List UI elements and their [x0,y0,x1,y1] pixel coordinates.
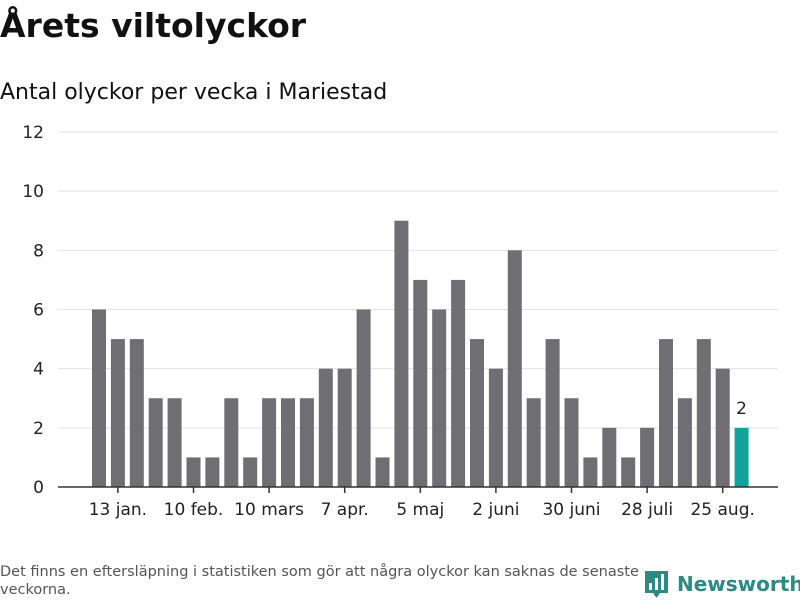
bar [715,368,730,487]
bar [696,339,711,487]
bar [337,368,352,487]
bar [602,427,617,487]
chart-title: Årets viltolyckor [0,6,307,45]
bar [488,368,503,487]
data-labels: 2 [736,399,747,419]
x-tick-label: 25 aug. [690,500,754,520]
bar [677,398,692,487]
x-tick-label: 28 juli [621,500,673,520]
bar [262,398,277,487]
bar [129,339,144,487]
y-tick-label: 6 [33,301,44,321]
bars [92,220,749,487]
bar [375,457,390,487]
newsworthy-logo-icon [645,570,668,598]
bar-highlighted [734,427,749,487]
x-tick-label: 7 apr. [321,500,369,520]
bar [640,427,655,487]
bar [243,457,258,487]
bar [224,398,239,487]
bar [356,309,371,487]
bar [148,398,163,487]
bar [564,398,579,487]
bar [92,309,106,487]
bar [621,457,636,487]
bar [659,339,673,487]
bar [507,250,522,487]
bar [394,220,409,487]
x-tick-label: 13 jan. [89,500,147,520]
bar [110,339,125,487]
data-label: 2 [736,399,747,419]
x-axis: 13 jan. 10 feb. 10 mars 7 apr. 5 maj 2 juni 30… [58,486,778,520]
y-tick-label: 0 [33,478,44,498]
bar [470,339,484,487]
bar [545,339,560,487]
bar [299,398,314,487]
bar [205,457,220,487]
bar [186,457,201,487]
brand-logo: Newsworthy [644,568,800,600]
bar [318,368,333,487]
bar [451,279,466,487]
bar [526,398,541,487]
x-tick-label: 10 feb. [164,500,224,520]
y-tick-label: 12 [22,123,44,143]
chart-subtitle: Antal olyckor per vecka i Mariestad [0,80,388,105]
brand-name: Newsworthy [677,572,800,596]
x-tick-label: 30 juni [542,500,600,520]
bar [167,398,182,487]
y-tick-label: 8 [33,241,44,261]
y-tick-label: 10 [22,182,44,202]
bar [432,309,447,487]
footnote: Det finns en eftersläpning i statistiken… [0,564,639,598]
y-tick-label: 4 [33,360,44,380]
x-tick-label: 5 maj [396,500,444,520]
y-tick-label: 2 [33,419,44,439]
y-axis-labels: 0 2 4 6 8 10 12 [22,123,44,498]
bar [583,457,598,487]
bar [281,398,295,487]
bar [413,279,428,487]
x-tick-label: 2 juni [472,500,519,520]
x-tick-label: 10 mars [234,500,304,520]
